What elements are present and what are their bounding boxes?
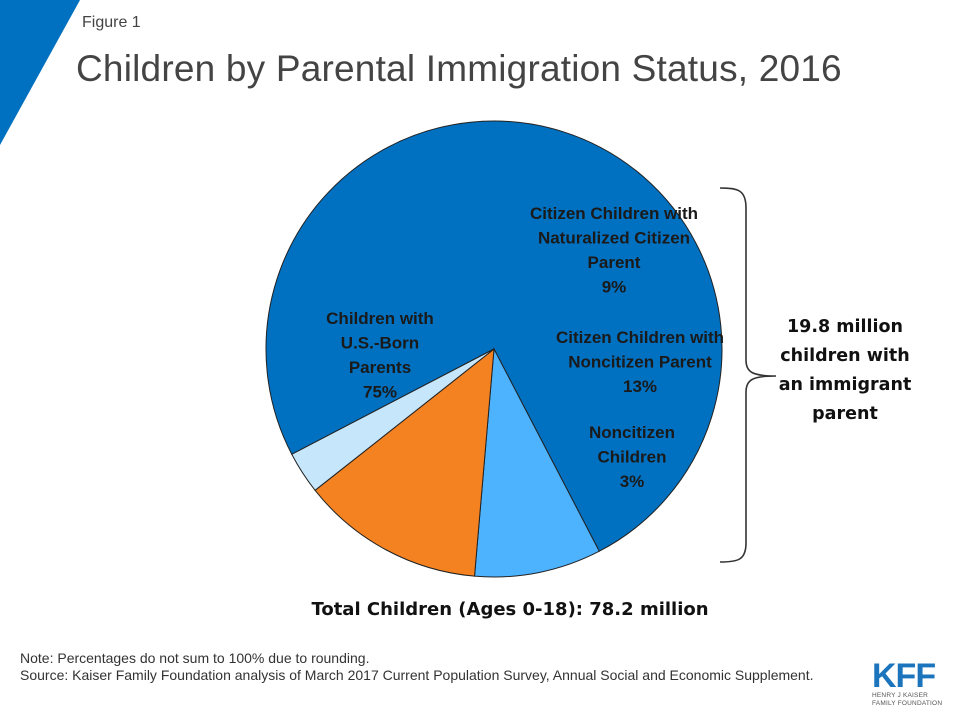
slice-noncitizen-parent: [314, 347, 495, 577]
footnotes: Note: Percentages do not sum to 100% due…: [20, 650, 840, 684]
pie-slices: [265, 120, 723, 578]
kff-logo: KFF HENRY J KAISER FAMILY FOUNDATION: [872, 657, 950, 708]
bracket: [719, 187, 777, 563]
kff-wordmark: KFF: [872, 657, 936, 695]
slice-noncitizen-children: [291, 348, 495, 492]
source-text: Source: Kaiser Family Foundation analysi…: [20, 667, 814, 683]
slice-us-born-parents: [265, 120, 723, 552]
slice-naturalized-citizen-parent-label: Citizen Children with Naturalized Citizen…: [530, 204, 698, 297]
slice-noncitizen-parent-label: Citizen Children with Noncitizen Parent 13…: [556, 328, 724, 396]
pie-labels: Children with U.S.-Born Parents 75% Citizen …: [326, 204, 724, 491]
kff-subtitle-1: HENRY J KAISER: [872, 692, 929, 699]
kff-subtitle-2: FAMILY FOUNDATION: [872, 700, 943, 707]
slice-noncitizen-children-label: Noncitizen Children 3%: [589, 423, 675, 491]
corner-accent-shape: [0, 0, 80, 145]
immigrant-parent-callout: 19.8 million children with an immigrant …: [778, 317, 912, 424]
slice-us-born-parents-label: Children with U.S.-Born Parents 75%: [326, 309, 434, 402]
slice-naturalized-citizen-parent: [473, 347, 600, 578]
figure-label: Figure 1: [82, 14, 141, 31]
chart-title: Children by Parental Immigration Status,…: [76, 48, 842, 89]
note-text: Note: Percentages do not sum to 100% due…: [20, 650, 370, 666]
total-children-label: Total Children (Ages 0-18): 78.2 million: [311, 599, 709, 620]
